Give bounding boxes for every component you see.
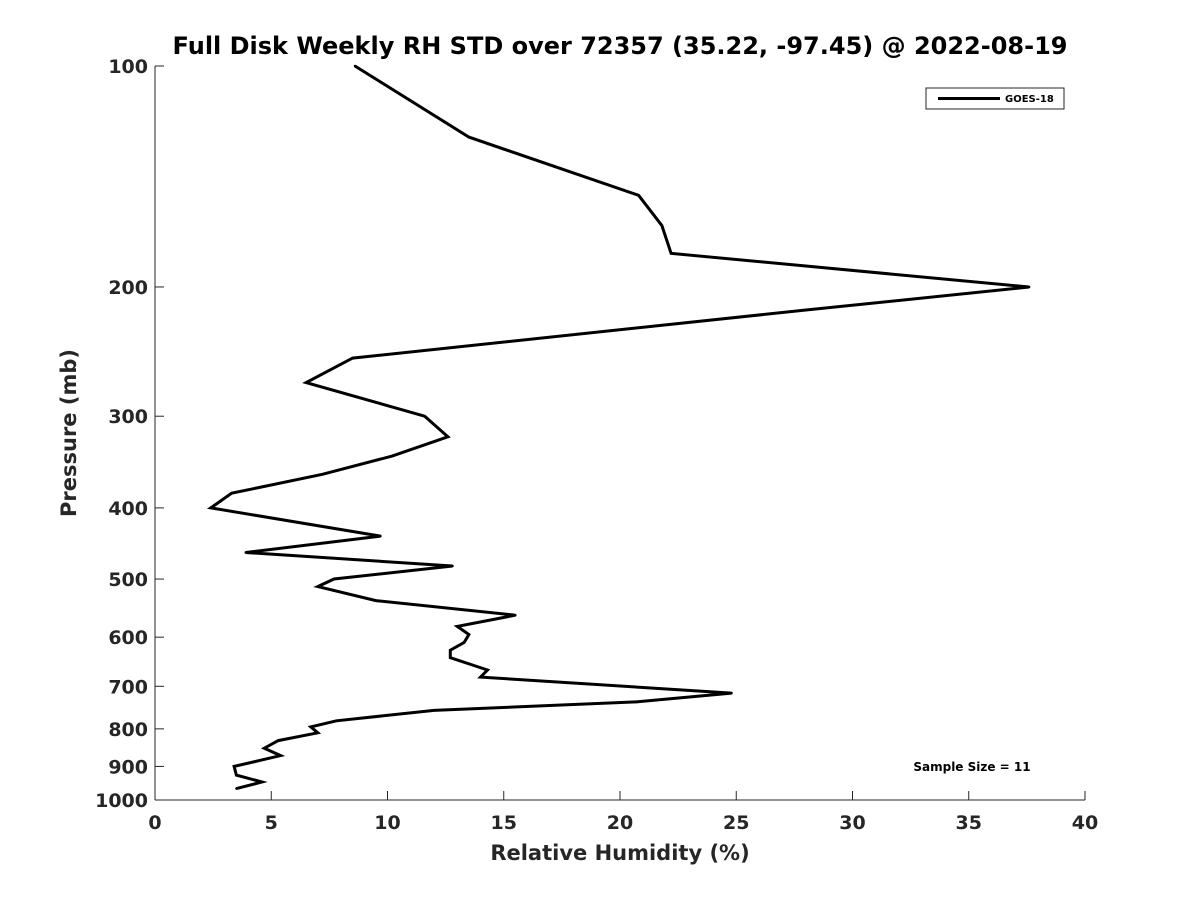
data-point: [332, 577, 336, 581]
x-tick-label: 35: [956, 812, 982, 834]
data-point: [230, 492, 233, 495]
x-tick-label: 30: [839, 812, 865, 834]
data-point: [456, 625, 459, 628]
x-ticks: 0 5 10 15 20 25 30 35 40: [148, 791, 1098, 834]
x-tick-label: 0: [148, 812, 161, 834]
y-tick-label: 900: [108, 756, 148, 778]
data-point: [637, 194, 640, 197]
data-point: [379, 534, 382, 538]
data-point: [451, 564, 454, 568]
data-point: [432, 709, 436, 712]
x-tick-label: 5: [265, 812, 278, 834]
y-tick-label: 500: [108, 569, 148, 591]
data-point: [514, 614, 517, 617]
x-tick-label: 25: [723, 812, 749, 834]
data-point: [804, 308, 808, 312]
y-tick-label: 200: [108, 277, 148, 299]
data-point: [235, 787, 238, 790]
data-point: [316, 585, 319, 588]
data-point: [446, 435, 450, 438]
data-point: [463, 641, 466, 644]
data-point: [232, 765, 236, 768]
data-point: [1028, 285, 1031, 289]
y-ticks: 100 200 300 400 500 600 700 800 900 1000: [95, 56, 164, 812]
data-point: [244, 551, 247, 554]
chart-title: Full Disk Weekly RH STD over 72357 (35.2…: [173, 32, 1068, 60]
data-point: [209, 506, 212, 510]
data-point: [309, 725, 312, 729]
data-point: [730, 691, 733, 695]
data-point: [321, 473, 324, 476]
y-axis-label: Pressure (mb): [57, 349, 81, 517]
data-point: [660, 224, 664, 227]
x-axis-label: Relative Humidity (%): [490, 841, 749, 865]
data-point: [449, 649, 452, 652]
x-tick-label: 40: [1072, 812, 1098, 834]
data-point: [467, 135, 471, 139]
data-points: [209, 64, 1031, 790]
data-point: [351, 356, 354, 360]
x-tick-label: 20: [607, 812, 633, 834]
data-point: [467, 633, 471, 636]
y-tick-label: 400: [108, 498, 148, 520]
data-point: [635, 700, 638, 704]
data-point: [423, 415, 426, 418]
data-point: [669, 252, 673, 255]
y-tick-label: 100: [108, 56, 148, 78]
data-point: [486, 668, 489, 672]
data-point: [277, 739, 280, 742]
y-tick-label: 600: [108, 627, 148, 649]
data-point: [479, 675, 482, 679]
data-point: [235, 773, 238, 777]
legend: GOES-18: [925, 87, 1065, 110]
data-point: [316, 731, 319, 734]
legend-entry-goes-18: GOES-18: [1005, 94, 1054, 105]
data-point: [263, 747, 266, 750]
data-point: [390, 454, 394, 458]
sample-size-annotation: Sample Size = 11: [913, 760, 1030, 774]
data-point: [260, 780, 264, 784]
y-tick-label: 300: [108, 406, 148, 428]
data-point: [304, 381, 308, 384]
x-tick-label: 15: [491, 812, 517, 834]
data-point: [353, 64, 357, 68]
y-tick-label: 700: [108, 676, 148, 698]
data-point: [449, 656, 452, 659]
data-point: [335, 719, 338, 722]
data-point: [374, 599, 378, 602]
y-tick-label: 1000: [95, 790, 148, 812]
y-tick-label: 800: [108, 719, 148, 741]
data-point: [279, 754, 282, 757]
x-tick-label: 10: [374, 812, 400, 834]
series-line-goes-18: [206, 64, 1030, 791]
